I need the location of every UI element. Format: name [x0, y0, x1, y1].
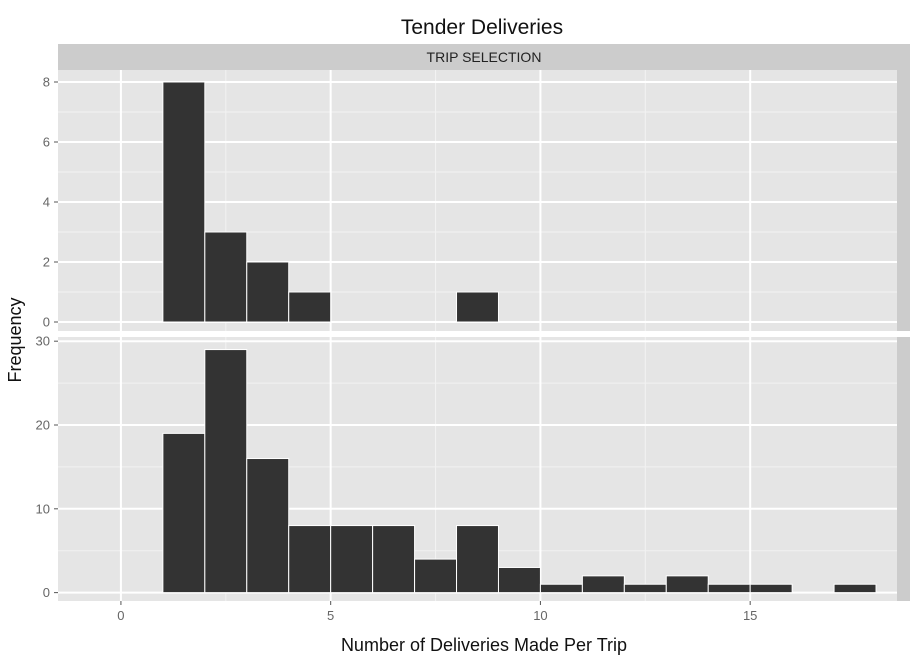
y-axis-title: Frequency: [5, 297, 25, 382]
y-tick-label: 0: [43, 585, 50, 600]
histogram-bar: [288, 525, 332, 594]
y-tick-label: 2: [43, 255, 50, 270]
y-tick-label: 30: [36, 334, 50, 349]
x-axis-ticks: 0 5 10 15: [117, 601, 757, 623]
histogram-bar: [372, 525, 416, 594]
y-tick-label: 10: [36, 501, 50, 516]
histogram-bar: [246, 458, 290, 594]
y-tick-label: 6: [43, 135, 50, 150]
y-tick-label: 4: [43, 195, 50, 210]
histogram-bar: [456, 525, 499, 594]
y-tick-label: 20: [36, 418, 50, 433]
facet-row-strip: [897, 337, 910, 601]
histogram-bar: [581, 575, 625, 594]
x-tick-label: 15: [743, 608, 757, 623]
x-tick-label: 5: [327, 608, 334, 623]
chart-title: Tender Deliveries: [401, 16, 563, 39]
histogram-bar: [204, 349, 248, 594]
histogram-bar: [497, 566, 541, 594]
histogram-bar: [456, 291, 499, 323]
histogram-bar: [204, 231, 248, 323]
histogram-bar: [833, 583, 877, 594]
histogram-bar: [162, 81, 206, 323]
histogram-bar: [330, 525, 374, 594]
histogram-bar: [539, 583, 583, 594]
histogram-bar: [414, 558, 458, 594]
x-tick-label: 0: [117, 608, 124, 623]
histogram-bar: [288, 291, 332, 323]
histogram-bar: [665, 575, 709, 594]
facet-strip: [58, 44, 910, 70]
histogram-bar: [623, 583, 667, 594]
facet-row-strip: [897, 70, 910, 331]
x-axis-title: Number of Deliveries Made Per Trip: [341, 635, 627, 655]
x-tick-label: 10: [533, 608, 547, 623]
y-tick-label: 0: [43, 315, 50, 330]
histogram-bar: [246, 261, 290, 323]
histogram-bar: [162, 432, 206, 594]
y-tick-label: 8: [43, 75, 50, 90]
facet-strip-label: TRIP SELECTION: [427, 49, 542, 65]
histogram-bar: [749, 583, 793, 594]
histogram-bar: [707, 583, 751, 594]
